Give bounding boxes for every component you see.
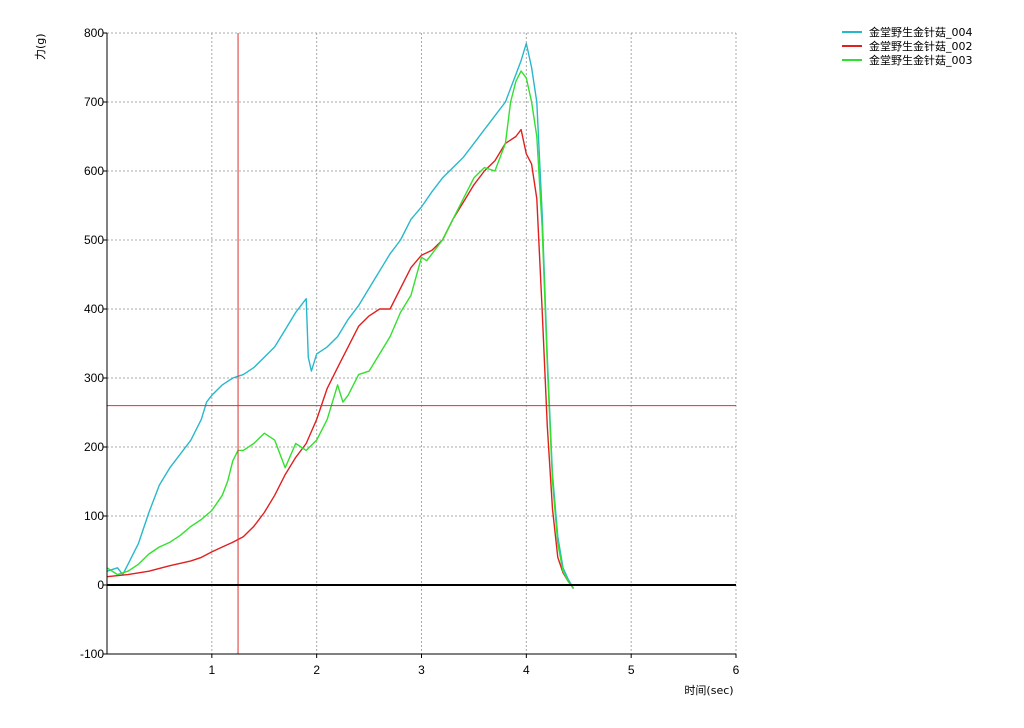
x-axis-label: 时间(sec) — [684, 684, 733, 697]
y-axis-label: 力(g) — [34, 33, 47, 60]
x-tick-label: 3 — [418, 663, 425, 677]
y-tick-label: -100 — [80, 647, 104, 661]
y-tick-label: 300 — [84, 371, 104, 385]
x-tick-label: 2 — [313, 663, 320, 677]
y-tick-label: 500 — [84, 233, 104, 247]
crosshair-cursor[interactable] — [107, 33, 736, 654]
x-tick-label: 4 — [523, 663, 530, 677]
series-lines — [106, 42, 575, 589]
y-tick-label: 200 — [84, 440, 104, 454]
y-tick-label: 800 — [84, 26, 104, 40]
grid — [107, 32, 737, 655]
x-tick-label: 1 — [208, 663, 215, 677]
axes — [103, 32, 737, 658]
x-tick-label: 6 — [733, 663, 740, 677]
legend-label-1: 金堂野生金针菇_004 — [869, 25, 973, 39]
series-line-3 — [106, 70, 575, 589]
legend-label-3: 金堂野生金针菇_003 — [869, 53, 973, 67]
legend-label-2: 金堂野生金针菇_002 — [869, 39, 973, 53]
y-tick-label: 600 — [84, 164, 104, 178]
y-tick-label: 100 — [84, 509, 104, 523]
y-tick-label: 0 — [97, 578, 104, 592]
series-line-2 — [106, 128, 575, 589]
series-line-1 — [106, 42, 575, 589]
y-tick-label: 400 — [84, 302, 104, 316]
axis-titles: 力(g) 时间(sec) — [34, 33, 734, 697]
y-tick-label: 700 — [84, 95, 104, 109]
x-tick-label: 5 — [628, 663, 635, 677]
tick-labels: 800 700 600 500 400 300 200 100 0 -100 1 2 3 4 5 6 — [80, 26, 740, 677]
